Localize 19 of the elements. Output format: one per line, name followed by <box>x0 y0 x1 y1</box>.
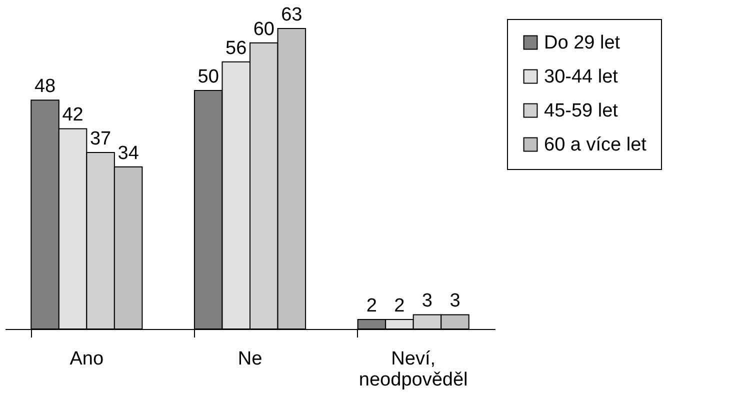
data-label: 56 <box>226 38 247 59</box>
x-tick-label: Neví, neodpověděl <box>358 348 468 390</box>
data-label: 2 <box>394 295 405 316</box>
legend-label: 45-59 let <box>544 100 619 122</box>
data-label: 3 <box>450 290 460 312</box>
legend-label: Do 29 let <box>544 32 621 54</box>
legend-label: 60 a více let <box>544 134 648 156</box>
data-label: 50 <box>198 66 219 88</box>
data-label: 48 <box>34 76 56 98</box>
data-label: 60 <box>253 18 274 40</box>
data-label: 42 <box>62 104 84 126</box>
data-label: 2 <box>366 295 377 316</box>
data-label: 34 <box>118 142 140 164</box>
data-label: 63 <box>281 4 302 26</box>
x-tick-label: Ano <box>70 348 104 370</box>
legend-label: 30-44 let <box>544 66 619 88</box>
data-label: 3 <box>422 290 433 312</box>
x-tick-label: Ne <box>238 348 262 370</box>
data-label: 37 <box>90 128 112 150</box>
